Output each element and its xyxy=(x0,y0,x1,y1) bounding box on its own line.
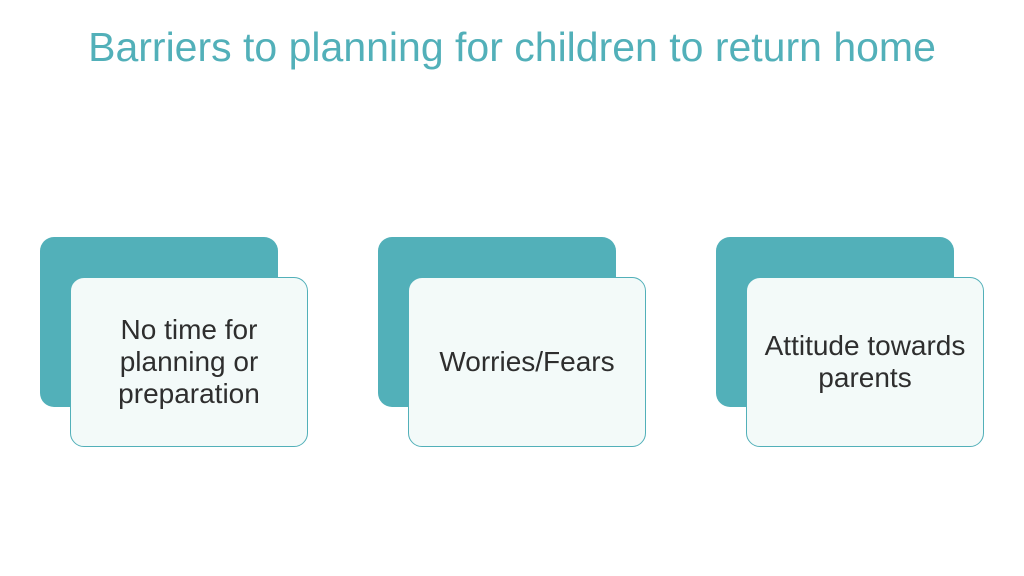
slide-title: Barriers to planning for children to ret… xyxy=(0,24,1024,71)
cards-row: No time for planning or preparation Worri… xyxy=(0,237,1024,447)
card-front: Attitude towards parents xyxy=(746,277,984,447)
card-front: Worries/Fears xyxy=(408,277,646,447)
slide: Barriers to planning for children to ret… xyxy=(0,0,1024,576)
card-front: No time for planning or preparation xyxy=(70,277,308,447)
card-label: Attitude towards parents xyxy=(755,330,975,394)
card-label: Worries/Fears xyxy=(439,346,614,378)
card: No time for planning or preparation xyxy=(40,237,308,447)
card: Attitude towards parents xyxy=(716,237,984,447)
card-label: No time for planning or preparation xyxy=(79,314,299,411)
card: Worries/Fears xyxy=(378,237,646,447)
